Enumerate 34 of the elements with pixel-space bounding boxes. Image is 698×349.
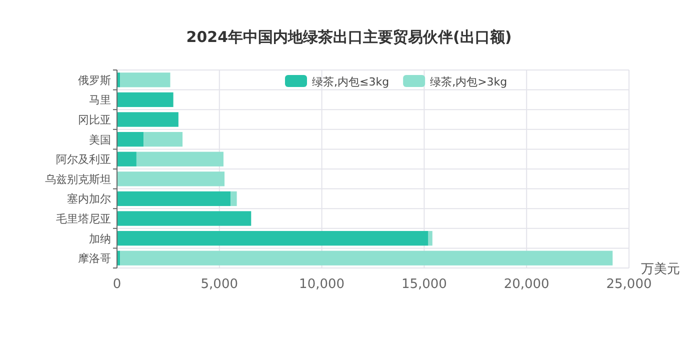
y-tick-label: 塞内加尔 <box>67 192 111 206</box>
y-tick-label: 摩洛哥 <box>78 252 111 266</box>
y-tick-label: 毛里塔尼亚 <box>56 212 111 226</box>
bar <box>117 211 252 226</box>
x-axis-title: 万美元 <box>641 261 680 277</box>
bar <box>230 191 237 206</box>
bar <box>117 112 178 127</box>
bar <box>428 230 432 246</box>
bar <box>136 152 224 166</box>
x-tick-label: 15,000 <box>401 277 447 292</box>
y-tick-label: 俄罗斯 <box>78 74 111 87</box>
bar <box>120 250 613 266</box>
legend-label: 绿茶,内包≤3kg <box>312 76 390 88</box>
bar <box>144 132 183 147</box>
y-tick-label: 马里 <box>89 94 111 107</box>
bar <box>117 132 144 147</box>
bar <box>120 72 170 88</box>
bar <box>117 191 231 206</box>
bar <box>117 92 174 108</box>
x-tick-label: 0 <box>112 277 122 292</box>
x-tick-label: 20,000 <box>504 277 550 292</box>
x-tick-label: 5,000 <box>200 277 238 292</box>
bar <box>117 152 136 166</box>
chart-title: 2024年中国内地绿茶出口主要贸易伙伴(出口额) <box>186 28 512 46</box>
x-tick-label: 10,000 <box>299 277 345 292</box>
bar <box>117 230 428 246</box>
bar <box>117 172 225 186</box>
y-tick-label: 乌兹别克斯坦 <box>45 172 111 186</box>
y-tick-label: 美国 <box>89 133 111 146</box>
x-tick-label: 25,000 <box>606 277 652 292</box>
y-tick-label: 加纳 <box>89 232 111 246</box>
legend-label: 绿茶,内包>3kg <box>430 76 508 88</box>
y-tick-label: 阿尔及利亚 <box>56 153 111 166</box>
y-tick-label: 冈比亚 <box>78 114 111 126</box>
